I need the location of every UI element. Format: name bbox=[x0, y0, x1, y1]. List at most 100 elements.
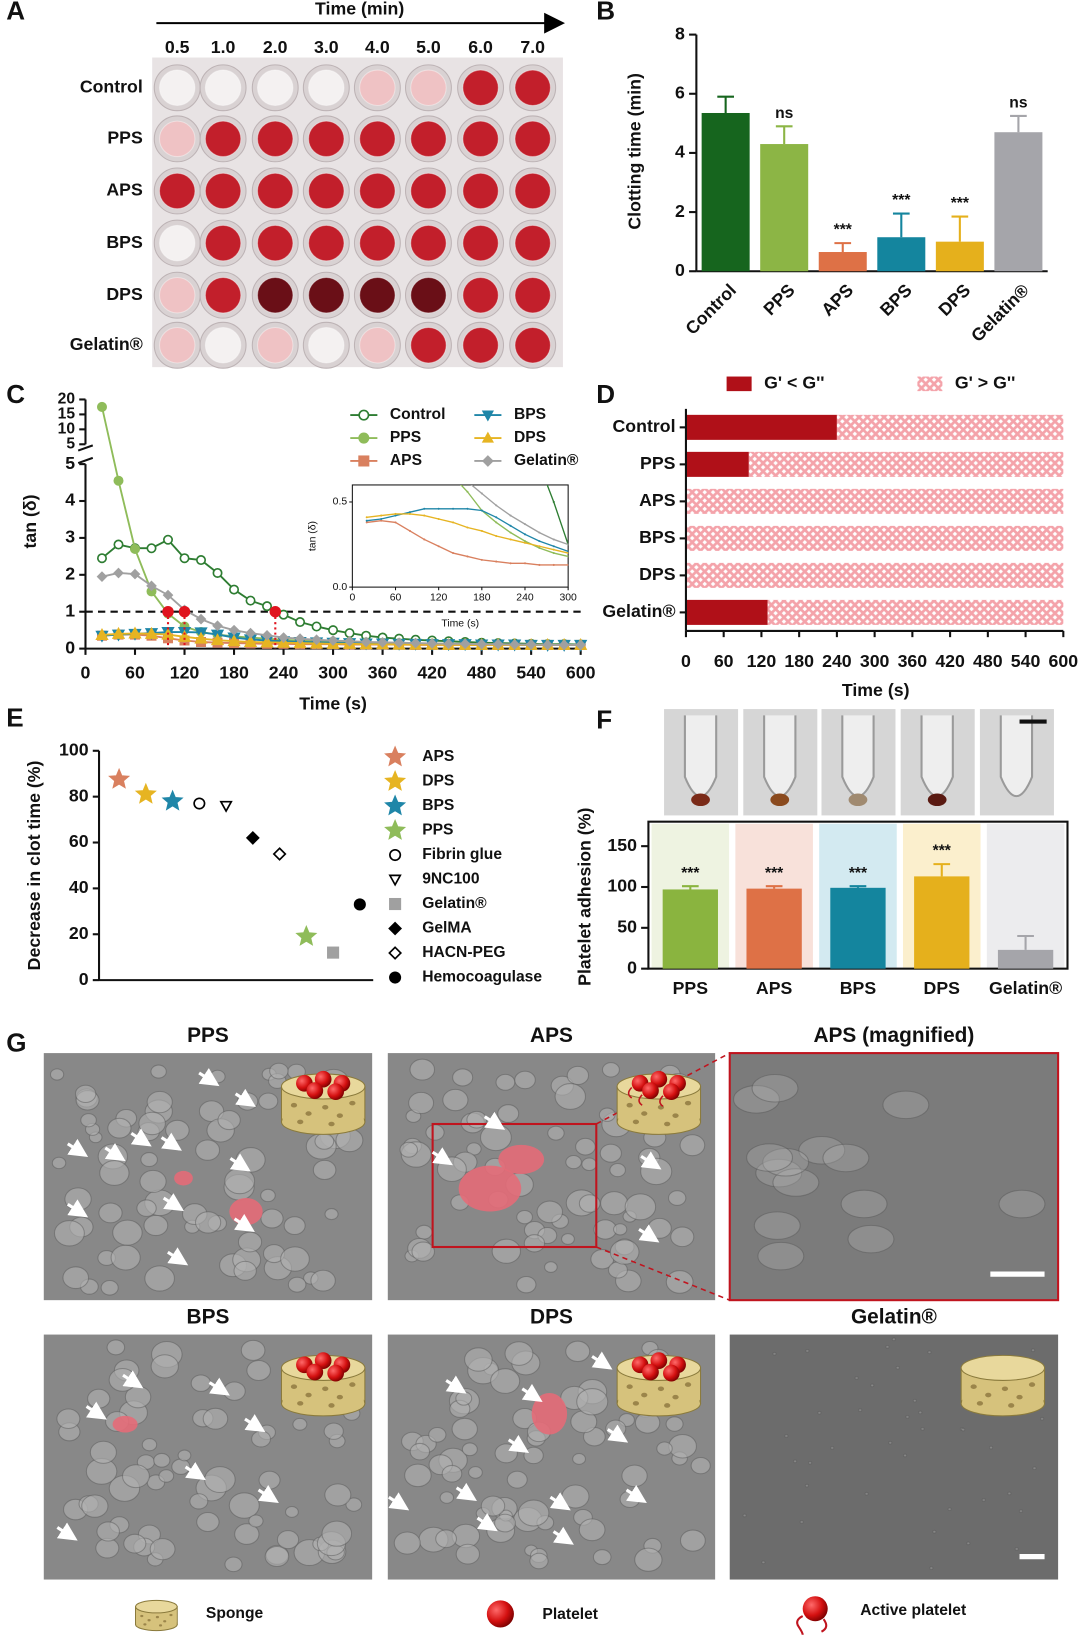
sem-texture bbox=[260, 1208, 284, 1229]
sem-texture bbox=[240, 1339, 266, 1361]
sponge-pore bbox=[158, 1624, 163, 1627]
sem-texture bbox=[1014, 1547, 1019, 1551]
arrow bbox=[431, 1147, 453, 1166]
well-content bbox=[514, 224, 551, 262]
zoom-box bbox=[431, 1122, 598, 1249]
arrow bbox=[638, 1224, 660, 1243]
sem-texture bbox=[870, 1383, 875, 1388]
sem-texture bbox=[177, 1449, 192, 1462]
y-tick-label: 100 bbox=[607, 876, 637, 896]
sem-texture bbox=[224, 1556, 243, 1573]
sem-texture bbox=[670, 1226, 695, 1248]
sem-texture bbox=[411, 1241, 435, 1262]
platelet-icon bbox=[663, 1083, 680, 1101]
bar bbox=[830, 887, 886, 969]
marker bbox=[96, 553, 107, 564]
arrow bbox=[66, 1138, 89, 1157]
sem-texture bbox=[592, 1549, 612, 1566]
sem-texture bbox=[578, 1194, 601, 1213]
x-tick-label: 420 bbox=[417, 662, 447, 682]
legend-marker bbox=[482, 455, 494, 467]
tube bbox=[763, 715, 797, 797]
sem-texture bbox=[961, 1427, 966, 1432]
sponge-pore bbox=[140, 1614, 144, 1618]
x-tick-label: 180 bbox=[219, 662, 249, 682]
marker bbox=[272, 847, 287, 861]
significance-label: *** bbox=[834, 222, 853, 239]
y-tick-label: 8 bbox=[675, 23, 685, 43]
sem-texture bbox=[514, 1070, 536, 1090]
point bbox=[480, 558, 483, 561]
row-label: BPS bbox=[106, 232, 143, 252]
well-content bbox=[462, 69, 499, 107]
significance-label: *** bbox=[849, 865, 868, 882]
platelet-icon bbox=[642, 1363, 659, 1381]
well-content bbox=[256, 224, 294, 262]
legend-marker bbox=[388, 946, 403, 960]
marker bbox=[95, 628, 109, 640]
point bbox=[523, 562, 527, 565]
legend-label: Gelatin® bbox=[514, 452, 579, 469]
well-content bbox=[514, 327, 551, 364]
sem-texture bbox=[808, 1461, 813, 1465]
x-tick-label: 60 bbox=[390, 592, 402, 603]
arrow bbox=[66, 1199, 89, 1218]
well-content bbox=[462, 327, 499, 364]
error-bar bbox=[933, 863, 951, 877]
sem-texture bbox=[647, 1217, 672, 1239]
sem-texture bbox=[452, 1068, 474, 1087]
arrow bbox=[162, 1193, 185, 1212]
point bbox=[423, 507, 426, 510]
crossing-point bbox=[162, 605, 174, 618]
well-content bbox=[158, 69, 196, 107]
legend-marker bbox=[389, 971, 402, 984]
sem-texture bbox=[554, 1083, 587, 1110]
well-content bbox=[256, 120, 294, 158]
sem-texture bbox=[149, 1538, 176, 1561]
sem-texture bbox=[798, 1135, 846, 1165]
sem-texture bbox=[324, 1483, 352, 1507]
time-label: 0.5 bbox=[165, 37, 190, 57]
well-content bbox=[359, 172, 396, 210]
legend-label: PPS bbox=[422, 822, 453, 839]
sem-texture bbox=[624, 1193, 657, 1221]
image-title: BPS bbox=[187, 1305, 230, 1328]
marker bbox=[96, 401, 107, 412]
point bbox=[567, 543, 569, 546]
bar bbox=[935, 241, 984, 272]
platelet-icon bbox=[650, 1070, 668, 1088]
arrow bbox=[56, 1522, 78, 1541]
arrow bbox=[198, 1068, 220, 1087]
sem-texture bbox=[668, 1433, 697, 1459]
sem-texture bbox=[312, 1159, 337, 1181]
marker bbox=[575, 639, 587, 651]
arrow bbox=[476, 1513, 498, 1532]
sem-texture bbox=[822, 1143, 870, 1173]
well-content bbox=[514, 276, 551, 314]
sem-texture bbox=[1030, 1348, 1036, 1353]
sponge-pore bbox=[626, 1102, 633, 1108]
sem-texture bbox=[805, 1349, 810, 1353]
marker bbox=[243, 635, 258, 647]
point bbox=[552, 545, 555, 548]
sem-texture bbox=[929, 1566, 934, 1570]
y-tick-label: APS bbox=[639, 490, 676, 510]
point bbox=[466, 526, 469, 529]
y-tick-label: 1 bbox=[65, 600, 75, 620]
sponge-pore bbox=[1028, 1382, 1036, 1387]
arrow bbox=[233, 1213, 255, 1233]
marker bbox=[144, 626, 159, 639]
y-tick-label: Gelatin® bbox=[602, 601, 675, 621]
marker bbox=[260, 635, 274, 648]
sem-texture bbox=[888, 1440, 893, 1445]
sem-texture bbox=[393, 1531, 421, 1555]
sem-image bbox=[729, 1053, 1059, 1301]
y-tick-label: 150 bbox=[607, 835, 637, 855]
sem-texture bbox=[64, 1187, 92, 1211]
legend-label: Control bbox=[390, 406, 446, 423]
point bbox=[437, 507, 440, 510]
bar bbox=[914, 876, 970, 969]
marker bbox=[261, 629, 273, 641]
sponge-pore bbox=[657, 1386, 665, 1392]
point bbox=[466, 490, 469, 493]
